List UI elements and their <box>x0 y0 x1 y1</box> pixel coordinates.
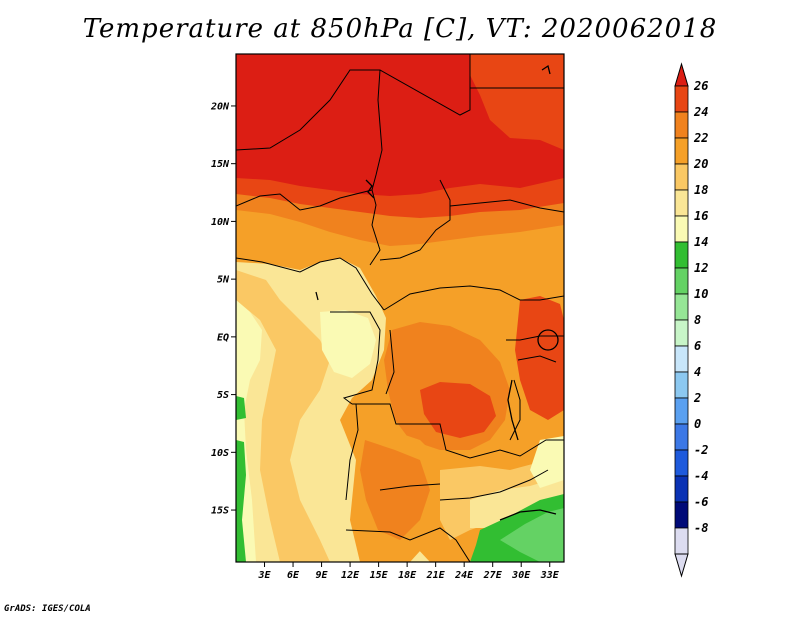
longitude-axis: 3E 6E 9E 12E 15E 18E 21E 24E 27E 30E 33E <box>257 562 560 581</box>
colorbar-label: -8 <box>694 521 708 535</box>
lon-label: 15E <box>370 570 389 581</box>
colorbar-bottom-arrow <box>674 553 689 578</box>
colorbar-label: -2 <box>694 443 708 457</box>
colorbar-swatch <box>674 527 689 555</box>
lat-label: 15S <box>211 506 229 517</box>
lat-label: 10S <box>211 448 229 459</box>
colorbar-swatch <box>674 501 689 529</box>
colorbar-swatch <box>674 163 689 191</box>
colorbar-swatch <box>674 475 689 503</box>
lon-label: 27E <box>483 570 503 581</box>
lon-label: 21E <box>426 570 446 581</box>
colorbar-label: 20 <box>693 157 708 171</box>
lat-label: 5S <box>217 390 229 401</box>
colorbar-label: 16 <box>694 209 708 223</box>
colorbar-label: -6 <box>694 495 708 509</box>
band-24-ne <box>470 54 564 150</box>
colorbar-label: 18 <box>694 183 708 197</box>
lon-label: 3E <box>257 570 271 581</box>
lat-label: 10N <box>211 217 230 228</box>
lon-label: 30E <box>511 570 531 581</box>
plot-frame <box>235 53 565 563</box>
colorbar-swatch <box>674 319 689 347</box>
colorbar-swatch <box>674 449 689 477</box>
colorbar-label: 4 <box>694 365 701 379</box>
colorbar-swatch <box>674 241 689 269</box>
lon-label: 6E <box>287 570 300 581</box>
colorbar-swatch <box>674 267 689 295</box>
colorbar-label: 10 <box>694 287 708 301</box>
band-12-sw2 <box>236 396 246 420</box>
lat-label: 20N <box>210 101 230 112</box>
colorbar-label: -4 <box>694 469 708 483</box>
colorbar-label: 22 <box>693 131 708 145</box>
colorbar-swatch <box>674 215 689 243</box>
colorbar-label: 2 <box>693 391 701 405</box>
country-borders <box>236 54 564 562</box>
lakes <box>315 64 559 521</box>
grads-credit: GrADS: IGES/COLA <box>4 604 91 614</box>
band-22-south <box>360 440 430 540</box>
lon-label: 24E <box>454 570 474 581</box>
latitude-axis: 20N 15N 10N 5N EQ 5S 10S 15S <box>210 101 236 517</box>
colorbar-swatch <box>674 137 689 165</box>
colorbar-label: 26 <box>693 79 708 93</box>
band-24-east <box>515 296 564 420</box>
map-title: Temperature at 850hPa [C], VT: 202006201… <box>82 14 718 44</box>
lat-label: 5N <box>217 275 230 286</box>
band-14-gabon <box>320 310 376 378</box>
band-12-sw <box>236 440 246 562</box>
colorbar-label: 6 <box>694 339 701 353</box>
colorbar-swatch <box>674 111 689 139</box>
colorbar-swatch <box>674 293 689 321</box>
band-24 <box>236 178 564 220</box>
lat-label: EQ <box>217 332 229 343</box>
colorbar-swatch <box>674 397 689 425</box>
band-22 <box>236 194 564 246</box>
colorbar-label: 24 <box>693 105 708 119</box>
lat-label: 15N <box>211 159 230 170</box>
colorbar-swatch <box>674 345 689 373</box>
colorbar-swatch <box>674 371 689 399</box>
lon-label: 9E <box>316 570 329 581</box>
band-16-se <box>470 476 564 528</box>
colorbar-swatch <box>674 189 689 217</box>
lon-label: 33E <box>540 570 560 581</box>
colorbar-label: 14 <box>694 235 708 249</box>
colorbar-swatch <box>674 423 689 451</box>
lon-label: 18E <box>398 570 417 581</box>
colorbar-label: 8 <box>694 313 701 327</box>
band-10-se <box>500 508 564 562</box>
colorbar-label: 0 <box>694 417 701 431</box>
temperature-field <box>236 54 564 562</box>
colorbar-swatch <box>674 85 689 113</box>
lon-label: 12E <box>341 570 360 581</box>
colorbar-top-arrow <box>674 62 689 87</box>
colorbar-label: 12 <box>694 261 708 275</box>
